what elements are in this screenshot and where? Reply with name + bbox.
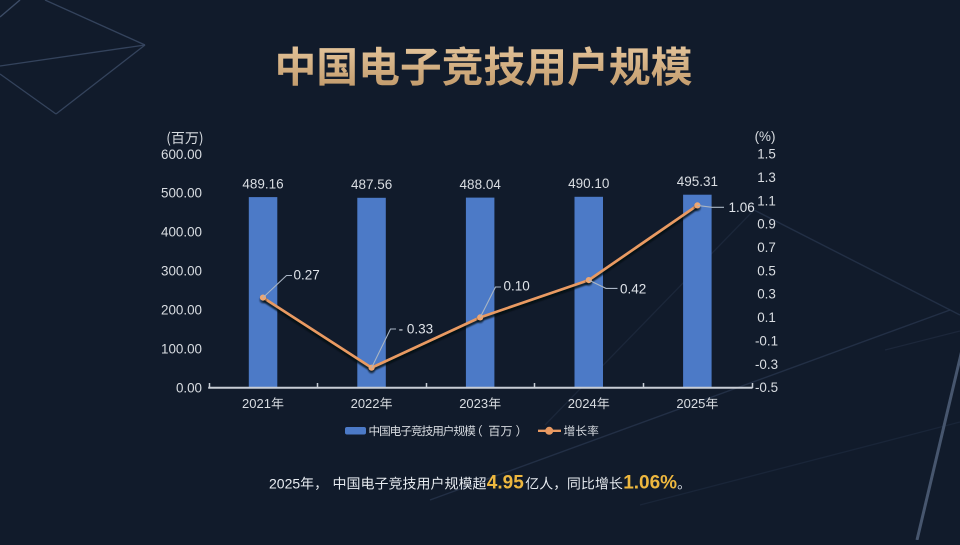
svg-text:0.10: 0.10 [504, 279, 530, 294]
svg-text:2022: 2022 [351, 396, 380, 411]
svg-text:488.04: 488.04 [460, 177, 502, 192]
svg-text:490.10: 490.10 [568, 176, 609, 191]
svg-text:0.5: 0.5 [757, 263, 776, 278]
svg-text:1.06: 1.06 [729, 200, 755, 215]
svg-text:(%): (%) [755, 129, 776, 144]
svg-text:300.00: 300.00 [161, 264, 202, 279]
svg-text:0.00: 0.00 [176, 380, 202, 395]
svg-text:0.1: 0.1 [757, 310, 776, 325]
svg-text:200.00: 200.00 [161, 303, 202, 318]
svg-text:-0.3: -0.3 [755, 357, 778, 372]
svg-text:495.31: 495.31 [677, 174, 718, 189]
svg-text:1.3: 1.3 [757, 170, 776, 185]
svg-text:0.27: 0.27 [294, 267, 320, 282]
svg-text:4.95: 4.95 [487, 473, 524, 494]
svg-text:-0.5: -0.5 [755, 380, 778, 395]
svg-text:0.3: 0.3 [757, 287, 776, 302]
svg-text:487.56: 487.56 [351, 177, 392, 192]
svg-text:500.00: 500.00 [161, 186, 202, 201]
svg-text:100.00: 100.00 [161, 341, 202, 356]
svg-text:2021: 2021 [242, 396, 271, 411]
svg-text:0.7: 0.7 [757, 240, 776, 255]
svg-text:1.06%: 1.06% [623, 473, 677, 494]
svg-text:2023: 2023 [459, 396, 488, 411]
svg-text:0.42: 0.42 [620, 281, 646, 296]
svg-text:- 0.33: - 0.33 [399, 322, 434, 337]
svg-text:600.00: 600.00 [161, 147, 202, 162]
svg-text:1.5: 1.5 [757, 147, 776, 162]
svg-text:2024: 2024 [568, 396, 597, 411]
svg-text:2025: 2025 [269, 476, 300, 492]
svg-text:400.00: 400.00 [161, 225, 202, 240]
svg-text:1.1: 1.1 [757, 193, 776, 208]
svg-text:489.16: 489.16 [242, 176, 283, 191]
svg-text:0.9: 0.9 [757, 217, 776, 232]
svg-text:2025: 2025 [676, 396, 705, 411]
svg-text:-0.1: -0.1 [755, 333, 778, 348]
